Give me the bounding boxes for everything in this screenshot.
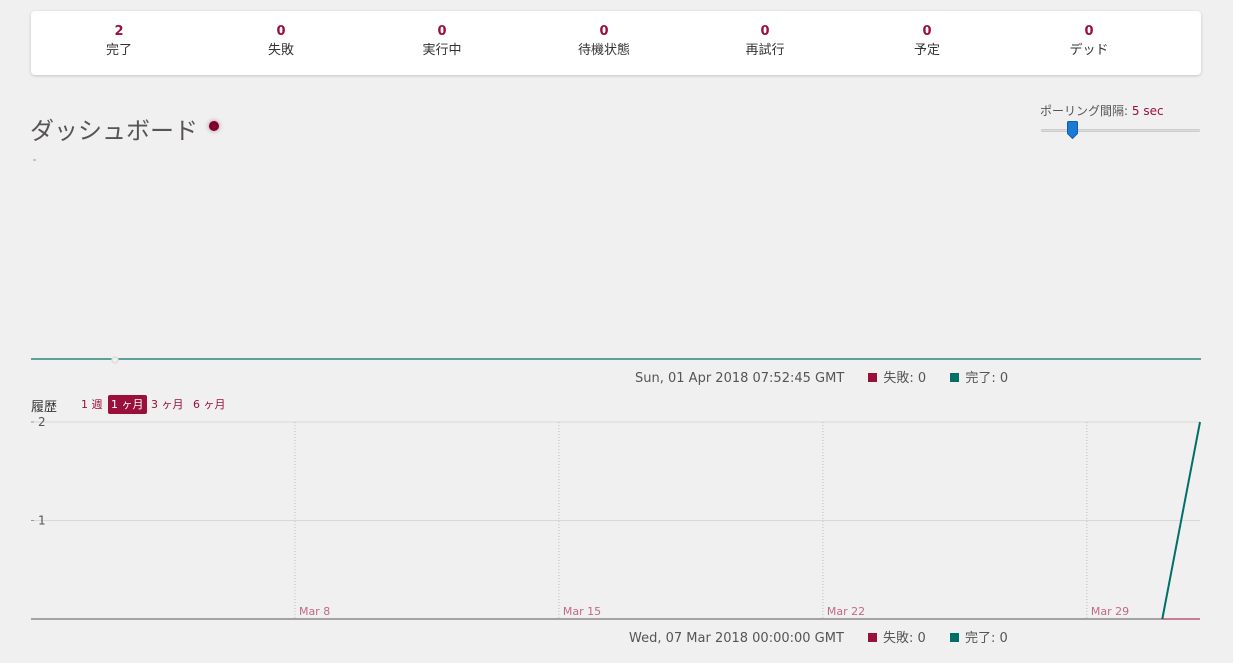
range-1-month-button[interactable]: 1 ヶ月: [108, 395, 147, 414]
realtime-chart: [31, 159, 1201, 364]
stat-enqueued-label: 待機状態: [577, 43, 630, 58]
stat-retries[interactable]: 0 再試行: [684, 25, 846, 59]
realtime-timestamp: Sun, 01 Apr 2018 07:52:45 GMT: [635, 371, 845, 386]
stat-failed[interactable]: 0 失敗: [200, 25, 362, 59]
stat-enqueued-count: 0: [599, 24, 609, 39]
poll-interval-slider-handle[interactable]: [1067, 121, 1078, 139]
history-processed-line: [1161, 421, 1201, 620]
poll-interval-slider-track[interactable]: [1041, 129, 1200, 132]
range-3-months-button[interactable]: 3 ヶ月: [151, 398, 184, 411]
history-x-tick-label: Mar 29: [1091, 605, 1129, 618]
poll-interval: ポーリング間隔: 5 sec: [1040, 102, 1164, 119]
realtime-failed-value: 失敗: 0: [883, 371, 927, 386]
history-y-tick-label: 2: [38, 415, 46, 429]
stat-dead-label: デッド: [1069, 43, 1109, 58]
history-processed-value: 完了: 0: [964, 631, 1008, 646]
history-x-tick-label: Mar 22: [827, 605, 865, 618]
stat-busy-count: 0: [437, 24, 447, 39]
stat-processed-count: 2: [114, 24, 124, 39]
history-chart: 1 2 Mar 8 Mar 15 Mar 22 Mar 29: [31, 415, 1201, 620]
realtime-hover-dot: [111, 356, 119, 364]
summary-stats-bar: 2 完了 0 失敗 0 実行中 0 待機状態 0 再試行 0 予定 0 デッド: [31, 11, 1201, 75]
history-failed-value: 失敗: 0: [883, 631, 926, 646]
history-timestamp: Wed, 07 Mar 2018 00:00:00 GMT: [629, 631, 844, 646]
failed-swatch-icon: [868, 373, 878, 382]
stat-scheduled[interactable]: 0 予定: [846, 25, 1008, 59]
stat-processed[interactable]: 2 完了: [38, 25, 200, 59]
realtime-processed-value: 完了: 0: [965, 371, 1009, 386]
realtime-legend: Sun, 01 Apr 2018 07:52:45 GMT 失敗: 0 完了: …: [635, 367, 1008, 386]
stat-busy-label: 実行中: [422, 43, 462, 58]
stat-processed-label: 完了: [105, 43, 132, 58]
stat-failed-label: 失敗: [267, 43, 294, 58]
history-legend: Wed, 07 Mar 2018 00:00:00 GMT 失敗: 0 完了: …: [629, 627, 1008, 646]
history-x-tick-label: Mar 15: [563, 605, 601, 618]
history-x-tick-label: Mar 8: [299, 605, 330, 618]
range-1-week-button[interactable]: 1 週: [81, 398, 103, 411]
poll-interval-label: ポーリング間隔:: [1040, 104, 1129, 118]
stat-failed-count: 0: [276, 24, 286, 39]
stat-scheduled-label: 予定: [913, 43, 940, 58]
stat-retries-label: 再試行: [745, 43, 785, 58]
stat-dead[interactable]: 0 デッド: [1008, 25, 1170, 59]
failed-swatch-icon: [868, 633, 878, 642]
poll-interval-value: 5 sec: [1131, 104, 1164, 118]
page-title: ダッシュボード: [30, 117, 198, 145]
stat-dead-count: 0: [1084, 24, 1094, 39]
history-y-tick-label: 1: [38, 514, 46, 528]
stat-enqueued[interactable]: 0 待機状態: [523, 25, 685, 59]
stat-retries-count: 0: [760, 24, 770, 39]
range-6-months-button[interactable]: 6 ヶ月: [193, 398, 226, 411]
live-beacon-icon: [209, 121, 219, 131]
stat-scheduled-count: 0: [922, 24, 932, 39]
processed-swatch-icon: [949, 633, 959, 642]
processed-swatch-icon: [950, 373, 960, 382]
stat-busy[interactable]: 0 実行中: [361, 25, 523, 59]
history-label: 履歴: [31, 400, 58, 415]
